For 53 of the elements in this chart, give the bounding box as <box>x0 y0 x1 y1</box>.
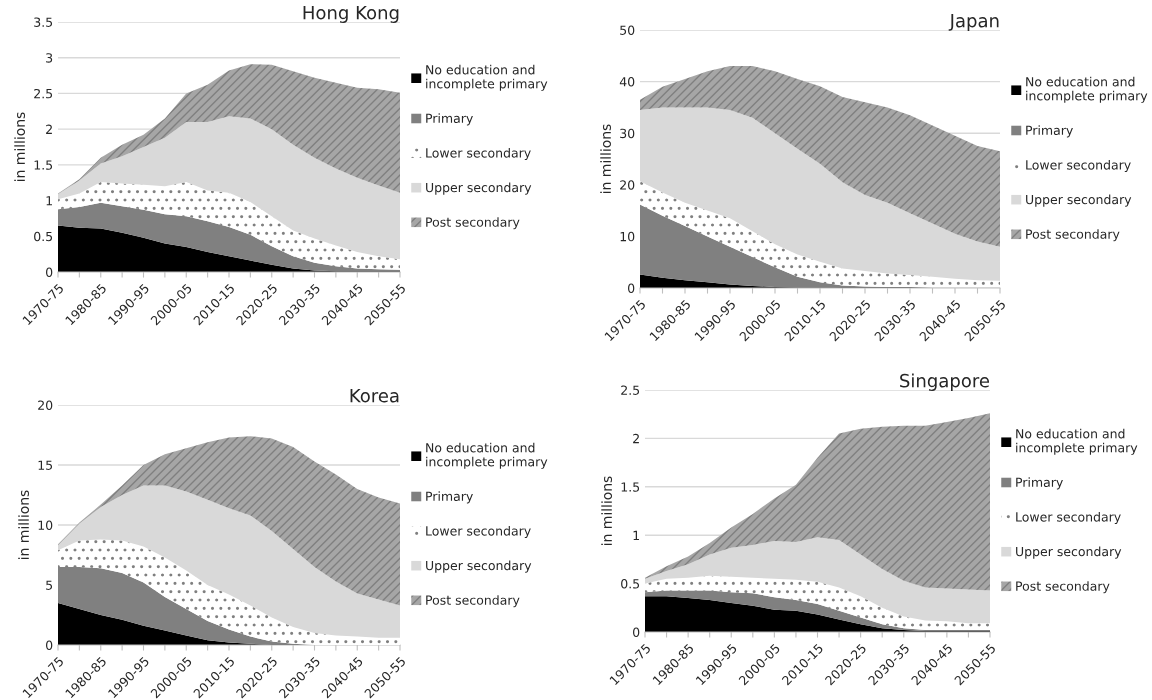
y-axis-title: in millions <box>600 124 611 193</box>
y-tick-label: 0 <box>46 267 53 277</box>
legend-label: Primary <box>426 113 473 126</box>
chart-title: Korea <box>350 389 399 403</box>
y-tick-label: 0 <box>46 640 53 650</box>
legend-label: Lower secondary <box>1016 511 1121 525</box>
y-tick-label: 3.5 <box>34 17 53 27</box>
y-tick-label: 2 <box>633 433 639 444</box>
y-axis-title: in millions <box>18 490 29 559</box>
y-tick-label: 20 <box>38 400 53 410</box>
y-axis-title: in millions <box>601 476 613 545</box>
y-tick-label: 2.5 <box>34 88 53 99</box>
y-tick-label: 0 <box>628 283 635 293</box>
y-tick-label: 1.5 <box>621 482 640 492</box>
y-tick-label: 0.5 <box>34 231 53 242</box>
y-tick-label: 40 <box>619 77 635 87</box>
y-tick-label: 2.5 <box>621 385 640 395</box>
legend-label: Primary <box>1026 125 1073 138</box>
y-tick-label: 0 <box>633 627 640 637</box>
y-tick-label: 3 <box>46 53 53 63</box>
chart-title: Singapore <box>900 373 990 391</box>
legend-label: Upper secondary <box>1016 546 1122 559</box>
legend-label: Lower secondary <box>426 525 531 539</box>
y-axis-title: in millions <box>14 112 26 181</box>
legend-label: Post secondary <box>1026 229 1120 242</box>
legend-label: No education and incomplete primary <box>426 64 548 91</box>
chart-title: Hong Kong <box>303 6 399 23</box>
y-tick-label: 1 <box>46 196 52 206</box>
legend-label: No education and incomplete primary <box>1016 428 1138 455</box>
legend-label: Lower secondary <box>1026 159 1131 173</box>
y-tick-label: 10 <box>38 520 53 530</box>
legend-label: Post secondary <box>426 217 520 230</box>
y-tick-label: 2 <box>46 124 52 134</box>
legend-label: No education and incomplete primary <box>1026 76 1148 103</box>
y-tick-label: 1.5 <box>34 160 53 170</box>
y-tick-label: 50 <box>620 25 635 35</box>
legend-label: No education and incomplete primary <box>426 442 548 469</box>
legend-label: Post secondary <box>1016 581 1110 594</box>
legend-label: Upper secondary <box>426 560 532 573</box>
legend-label: Lower secondary <box>426 147 531 161</box>
legend-label: Primary <box>1016 477 1063 490</box>
y-tick-label: 5 <box>46 580 53 590</box>
legend-label: Primary <box>426 491 473 504</box>
y-tick-label: 20 <box>620 180 635 190</box>
y-tick-label: 10 <box>620 231 635 242</box>
y-tick-label: 15 <box>38 460 53 470</box>
y-tick-label: 30 <box>620 128 635 139</box>
y-tick-label: 1 <box>633 530 639 540</box>
legend-label: Post secondary <box>426 595 520 608</box>
legend-label: Upper secondary <box>1026 194 1132 207</box>
chart-title: Japan <box>948 14 999 31</box>
legend-label: Upper secondary <box>426 182 532 195</box>
y-tick-label: 0.5 <box>621 579 640 589</box>
